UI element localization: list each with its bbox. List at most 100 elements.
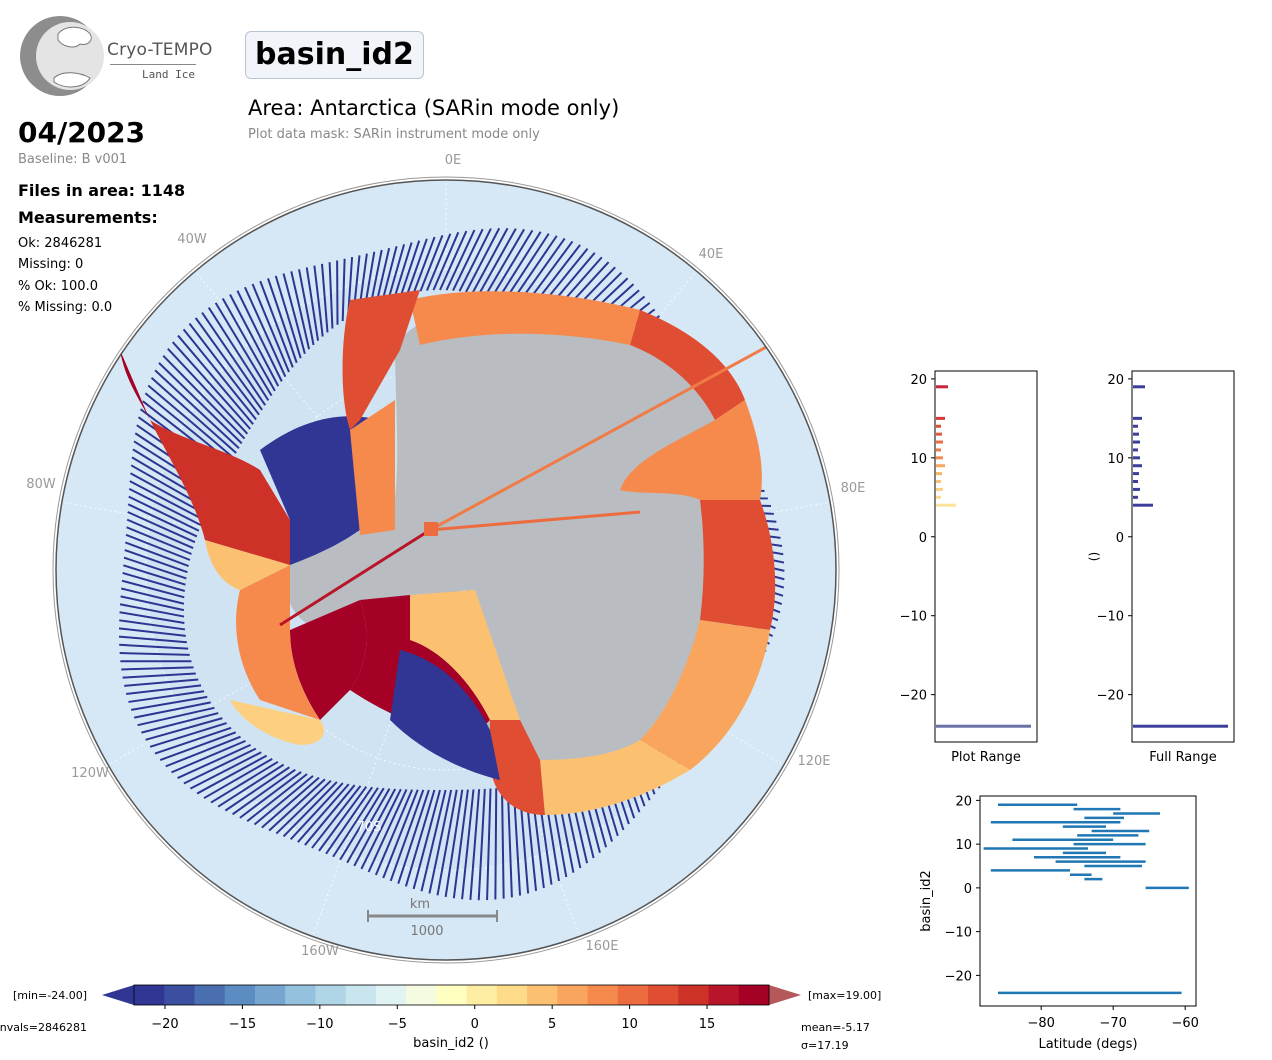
track-185: [375, 247, 391, 303]
track-133: [127, 511, 196, 544]
lon-label-40e: 40E: [699, 247, 724, 262]
track-83: [282, 781, 338, 838]
y-tick-label-4: −20: [900, 689, 927, 704]
track-64: [420, 789, 447, 892]
hist-bar-9: [936, 480, 941, 484]
hist-bar-8: [1133, 472, 1139, 476]
hist-bar-7: [936, 464, 945, 468]
hist-bar-11: [936, 495, 941, 499]
histogram-full-range: 20 10 0 −10 −20 Full Range (): [1087, 370, 1235, 765]
hist-bar-13: [1133, 724, 1228, 728]
track-166: [244, 286, 287, 378]
track-171: [282, 273, 306, 354]
hist-bar-6: [936, 456, 943, 460]
track-152: [158, 362, 243, 445]
track-158: [188, 322, 260, 416]
track-92: [217, 763, 285, 808]
track-103: [149, 722, 227, 748]
cryo-tempo-logo: [18, 16, 208, 100]
track-169: [267, 278, 298, 364]
x-axis-label: Plot Range: [951, 750, 1021, 765]
track-162: [214, 302, 273, 397]
track-89: [239, 771, 302, 819]
parameter-title: basin_id2: [245, 31, 424, 79]
colorbar-max-label: [max=19.00]: [808, 989, 881, 1002]
basin-filchner: [350, 400, 395, 535]
track-155: [171, 341, 251, 430]
colorbar-frame: [133, 984, 770, 1006]
colorbar-tick-label-0: −20: [151, 1017, 178, 1032]
hist-bar-3: [936, 432, 942, 436]
hist-bar-5: [1133, 448, 1138, 452]
colorbar-ticks: −20 −15 −10 −5 0 5 10 15: [151, 1005, 715, 1032]
track-line-east: [429, 343, 771, 532]
track-189: [400, 240, 421, 295]
track-57: [477, 788, 486, 901]
track-200: [471, 227, 509, 294]
basin-east-4: [700, 500, 776, 630]
track-154: [167, 348, 249, 435]
track-75: [339, 787, 385, 861]
colorbar-tick-label-4: 0: [471, 1017, 479, 1032]
colorbar-title: basin_id2 (): [413, 1036, 489, 1051]
track-137: [129, 480, 204, 521]
colorbar-segment-20: [738, 985, 770, 1005]
logo-name: Cryo-TEMPO: [107, 40, 213, 60]
track-97: [183, 747, 257, 785]
track-76: [332, 787, 379, 858]
y-axis-label: (): [1087, 552, 1101, 561]
colorbar-tick-label-6: 10: [621, 1017, 638, 1032]
y-tick-label-3: −10: [945, 926, 972, 941]
stat-ok: Ok: 2846281: [18, 236, 103, 251]
colorbar-segment-18: [678, 985, 710, 1005]
track-190: [406, 238, 428, 294]
track-120: [119, 611, 185, 624]
track-128: [124, 549, 188, 574]
track-122: [120, 595, 185, 612]
hist-bar-10: [1133, 487, 1140, 491]
track-74: [346, 788, 391, 864]
colorbar-segment-19: [708, 985, 740, 1005]
track-121: [119, 603, 185, 618]
track-95: [196, 754, 268, 795]
colorbar-segment-5: [285, 985, 316, 1005]
track-164: [229, 294, 280, 387]
y-tick-label-3: −10: [900, 610, 927, 625]
colorbar-segment-4: [254, 985, 286, 1005]
track-118: [118, 627, 186, 637]
hist-bar-6: [1133, 456, 1140, 460]
track-93: [210, 760, 279, 804]
track-131: [126, 526, 192, 555]
hist-bar-2: [936, 424, 941, 428]
track-184: [369, 249, 383, 306]
colorbar-segment-7: [345, 985, 377, 1005]
track-187: [387, 244, 406, 299]
x-axis-label: Latitude (degs): [1038, 1037, 1137, 1052]
hist-bar-10: [936, 487, 943, 491]
track-177: [328, 262, 334, 329]
track-91: [224, 766, 290, 812]
y-tick-label-1: 10: [955, 838, 972, 853]
track-192: [419, 234, 444, 292]
basin-peninsula: [150, 420, 290, 565]
colorbar-segments: [133, 984, 770, 1006]
scale-bar: km 1000: [367, 897, 498, 939]
track-81: [297, 783, 350, 843]
hist-bar-8: [936, 472, 942, 476]
track-188: [394, 242, 413, 297]
x-tick-label-2: −60: [1171, 1016, 1198, 1031]
track-line-west: [279, 528, 431, 627]
track-194: [432, 231, 460, 291]
lon-label-40w: 40W: [177, 232, 207, 247]
track-173: [298, 269, 315, 346]
stat-percent-ok: % Ok: 100.0: [18, 279, 98, 294]
lon-label-120w: 120W: [71, 766, 109, 781]
track-62: [436, 789, 458, 896]
track-67: [397, 789, 430, 885]
x-axis-label: Full Range: [1149, 750, 1217, 765]
track-80: [304, 784, 356, 846]
track-132: [126, 518, 194, 549]
colorbar-segment-2: [194, 985, 226, 1005]
track-53: [506, 787, 513, 898]
track-130: [125, 533, 191, 561]
